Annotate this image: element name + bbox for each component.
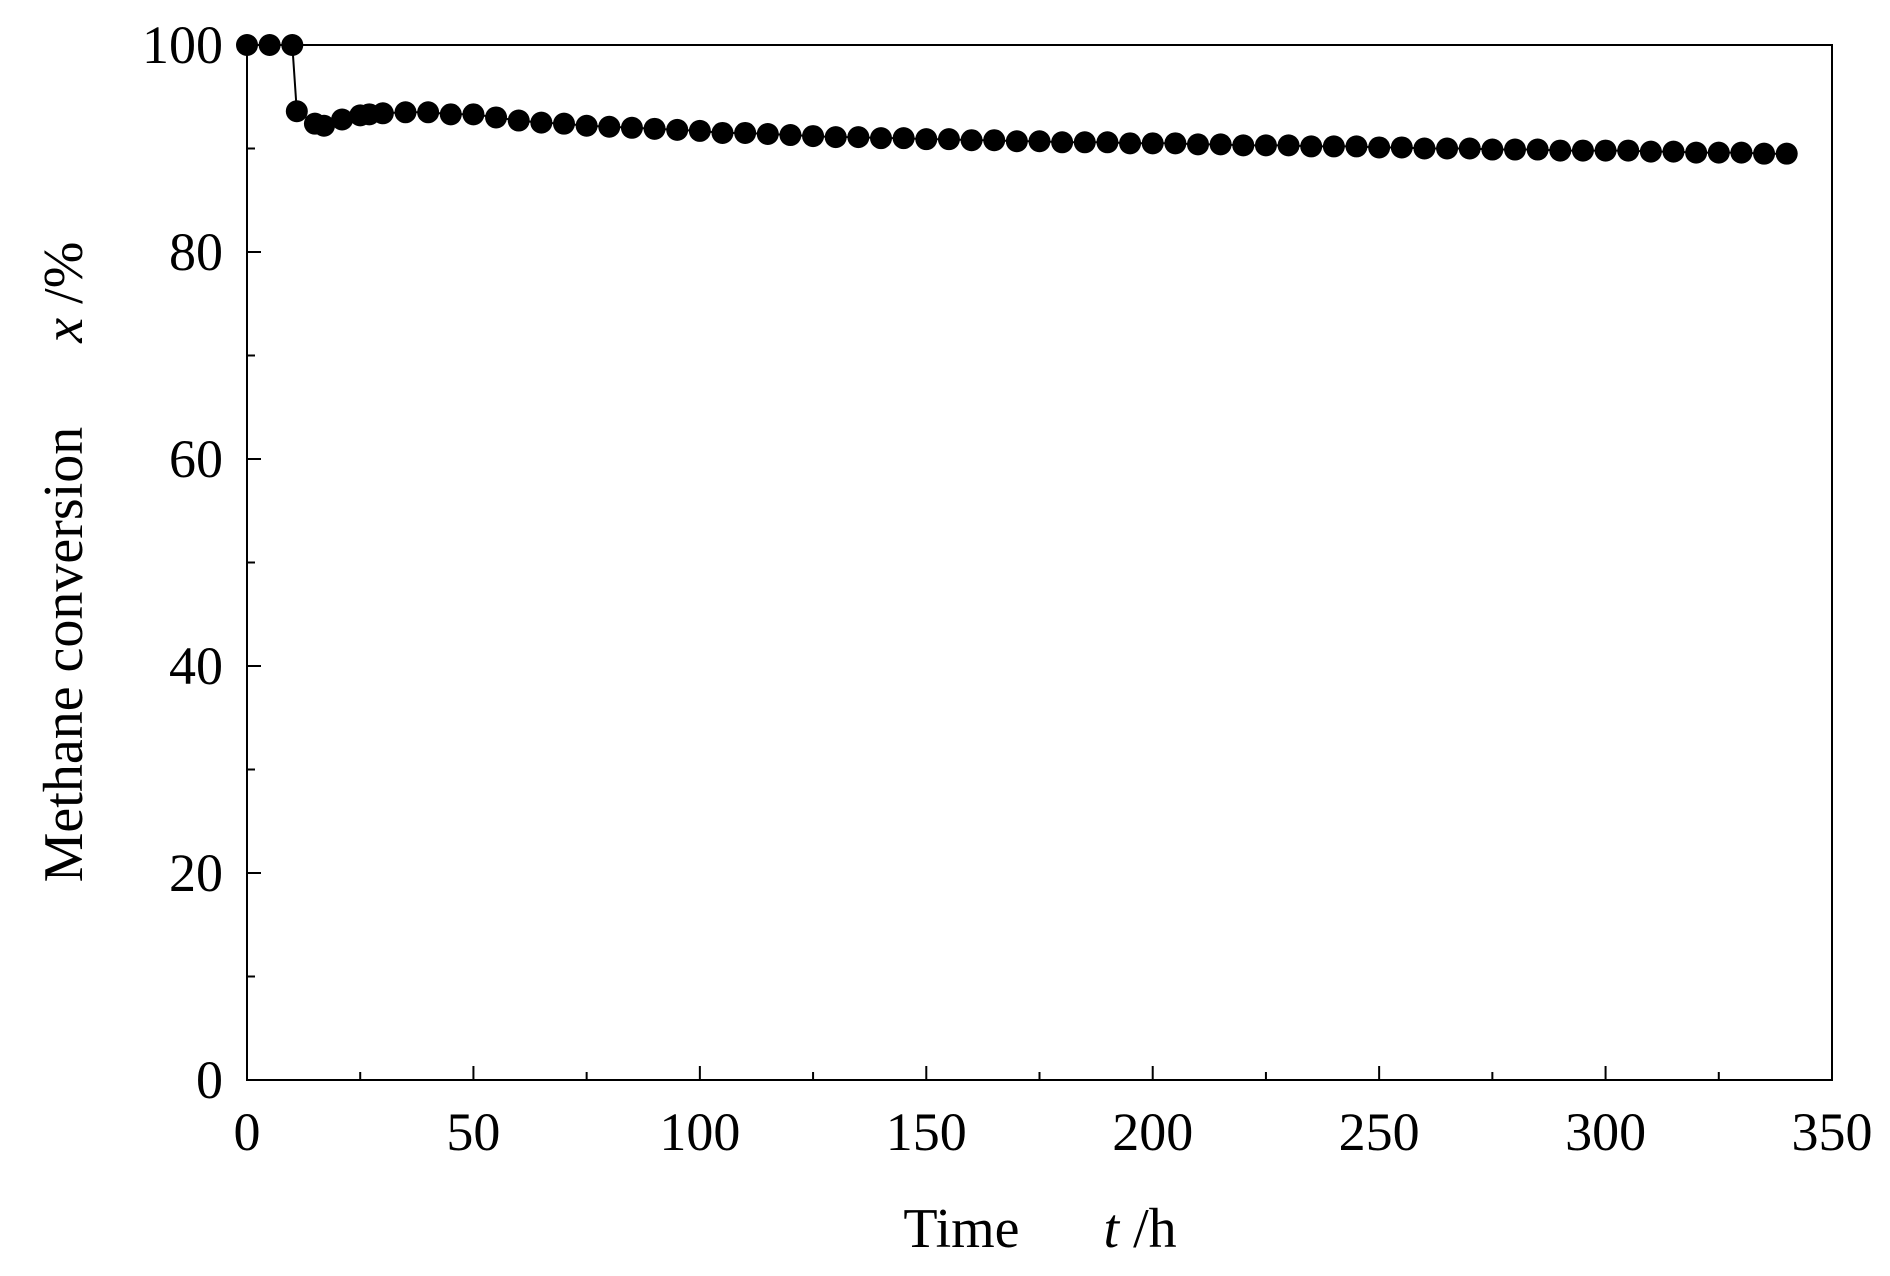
data-point: [575, 114, 598, 137]
data-point: [1277, 134, 1300, 157]
x-axis-ticks: [246, 1066, 1833, 1080]
y-tick-label: 0: [196, 1050, 223, 1110]
data-point: [530, 111, 553, 134]
data-point: [802, 125, 825, 148]
data-point: [331, 108, 354, 131]
y-tick-label: 40: [169, 636, 223, 696]
data-point: [281, 34, 304, 56]
x-axis-tick-labels: 0 50 100 150 200 250 300 350: [234, 1102, 1873, 1162]
data-point: [824, 126, 847, 149]
x-tick-label: 150: [886, 1102, 967, 1162]
data-series: [236, 34, 1798, 165]
data-point: [1662, 140, 1685, 163]
y-axis-title: Methane conversion x /%: [33, 242, 95, 883]
x-tick-label: 0: [234, 1102, 261, 1162]
x-tick-label: 250: [1339, 1102, 1420, 1162]
data-point: [553, 112, 575, 135]
data-point: [1187, 133, 1209, 156]
data-point: [734, 121, 757, 144]
data-point: [643, 117, 666, 140]
data-point: [507, 109, 530, 132]
data-point: [1458, 137, 1481, 160]
data-point: [1504, 138, 1526, 161]
data-point: [1300, 135, 1323, 158]
data-point: [1775, 142, 1798, 165]
y-axis-label-text: Methane conversion: [33, 427, 95, 883]
data-point: [312, 114, 335, 137]
data-point: [870, 127, 892, 150]
x-axis-label-unit: /h: [1133, 1198, 1177, 1260]
data-point: [1685, 141, 1708, 164]
x-tick-label: 350: [1792, 1102, 1873, 1162]
x-tick-label: 300: [1565, 1102, 1646, 1162]
data-point: [1617, 139, 1640, 162]
data-point: [688, 119, 711, 142]
data-point: [1322, 135, 1345, 158]
x-tick-label: 200: [1112, 1102, 1193, 1162]
data-point: [1436, 137, 1459, 160]
y-axis-label-unit: /%: [33, 242, 95, 304]
y-axis-ticks: [247, 44, 261, 1081]
data-point: [485, 106, 508, 129]
data-point: [756, 123, 779, 146]
data-point: [711, 121, 734, 144]
data-point: [1345, 135, 1368, 158]
plot-frame: [246, 44, 1833, 1081]
data-point: [1413, 137, 1436, 160]
data-point: [1526, 138, 1549, 161]
data-point: [1594, 139, 1617, 162]
x-axis-label-variable: t: [1104, 1198, 1121, 1260]
data-point: [394, 101, 417, 124]
data-point: [960, 129, 983, 152]
data-point: [1164, 132, 1187, 155]
data-point: [1209, 133, 1232, 156]
data-point: [417, 101, 440, 124]
data-point: [620, 116, 643, 139]
x-axis-title: Time t /h: [903, 1198, 1176, 1260]
data-point: [1730, 141, 1753, 164]
data-point: [1753, 142, 1776, 165]
data-point: [598, 115, 621, 138]
data-point: [983, 129, 1006, 152]
data-point: [937, 128, 960, 151]
x-tick-label: 100: [659, 1102, 740, 1162]
y-tick-label: 100: [142, 15, 223, 75]
data-point: [258, 34, 281, 56]
data-point: [1141, 132, 1164, 155]
data-point: [666, 118, 689, 141]
data-point: [1254, 134, 1277, 157]
data-point: [236, 34, 258, 56]
data-point: [847, 126, 870, 149]
data-point: [1096, 131, 1119, 154]
data-point: [1639, 140, 1662, 163]
data-point: [439, 103, 462, 126]
data-point: [1390, 136, 1413, 159]
data-point: [371, 102, 394, 125]
y-tick-label: 20: [169, 843, 223, 903]
data-point: [1073, 131, 1096, 154]
data-point: [1571, 139, 1594, 162]
x-axis-label-text: Time: [903, 1198, 1019, 1260]
y-tick-label: 60: [169, 429, 223, 489]
data-point: [1707, 141, 1730, 164]
data-point: [1232, 134, 1255, 157]
x-tick-label: 50: [446, 1102, 500, 1162]
data-point: [1005, 130, 1028, 153]
data-point: [1549, 139, 1572, 162]
data-point: [915, 128, 938, 151]
data-point: [1051, 131, 1074, 154]
y-axis-tick-labels: 0 20 40 60 80 100: [142, 15, 223, 1110]
data-point: [892, 127, 915, 150]
data-point: [285, 100, 308, 123]
data-point: [1368, 136, 1391, 159]
data-point: [1119, 132, 1142, 155]
y-axis-label-variable: x: [33, 318, 95, 344]
y-tick-label: 80: [169, 222, 223, 282]
data-point: [462, 103, 485, 126]
data-point: [1481, 138, 1504, 161]
data-point: [779, 124, 802, 147]
data-point: [1028, 130, 1051, 153]
